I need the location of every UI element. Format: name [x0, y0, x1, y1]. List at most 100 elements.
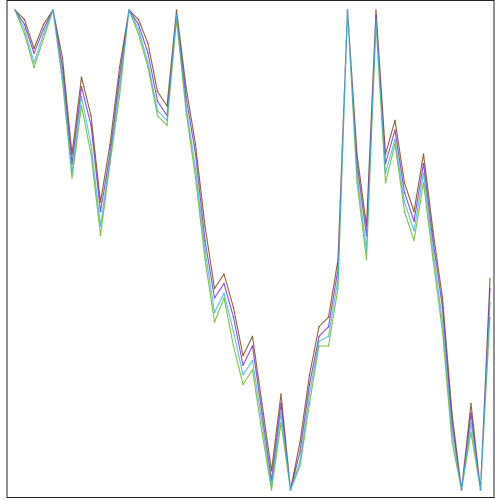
series-2-point	[413, 239, 415, 242]
series-4-point	[213, 311, 216, 314]
series-2-point	[432, 258, 434, 261]
series-4-point	[261, 422, 263, 424]
series-3-point	[489, 287, 491, 290]
series-4-point	[403, 201, 406, 203]
series-3-point	[280, 402, 282, 405]
series-2-point	[213, 321, 216, 323]
series-line-4	[14, 9, 491, 491]
series-3-point	[299, 450, 301, 453]
series-2-point	[118, 95, 121, 98]
series-1-point	[261, 402, 263, 405]
series-2-point	[308, 402, 311, 405]
series-4-point	[118, 86, 121, 88]
series-1-point	[441, 297, 444, 299]
series-2-point	[166, 124, 168, 126]
series-4-point	[422, 172, 425, 174]
series-1-point	[270, 470, 273, 472]
series-3-point	[403, 191, 406, 194]
series-2-point	[99, 234, 102, 237]
series-1-point	[251, 335, 254, 338]
series-4-point	[194, 167, 197, 170]
series-1-point	[403, 182, 406, 184]
series-4-point	[61, 76, 64, 78]
plot-frame	[6, 0, 495, 498]
series-4-point	[90, 143, 92, 146]
series-layer	[14, 9, 491, 491]
series-2-point	[280, 422, 282, 424]
series-1-point	[194, 143, 197, 146]
series-line-1	[14, 9, 491, 491]
series-4-point	[71, 172, 73, 174]
series-2-point	[33, 66, 35, 69]
series-2-point	[251, 369, 254, 371]
series-1-point	[185, 86, 187, 88]
series-3-point	[204, 239, 206, 242]
series-2-point	[242, 383, 244, 386]
series-2-point	[223, 297, 225, 299]
series-4-point	[242, 374, 244, 376]
series-1-point	[232, 306, 235, 309]
series-3-point	[99, 210, 102, 213]
series-1-point	[432, 230, 434, 232]
series-4-point	[156, 110, 159, 112]
series-4-point	[337, 278, 339, 280]
series-4-point	[42, 33, 45, 35]
series-4-point	[109, 158, 111, 160]
series-1-point	[42, 23, 45, 26]
series-2-point	[137, 33, 140, 35]
series-3-point	[432, 239, 434, 242]
series-1-point	[413, 210, 415, 213]
series-1-point	[147, 42, 149, 45]
series-4-point	[318, 340, 320, 343]
series-1-point	[156, 90, 159, 93]
series-3-point	[42, 28, 45, 31]
series-4-point	[14, 9, 16, 11]
series-2-point	[270, 489, 273, 491]
series-2-point	[80, 105, 83, 107]
series-4-point	[460, 489, 463, 491]
series-2-point	[403, 210, 406, 213]
series-1-point	[23, 18, 26, 21]
series-2-point	[384, 182, 387, 184]
series-4-point	[137, 28, 140, 31]
series-4-point	[204, 249, 206, 251]
series-3-point	[441, 306, 444, 309]
series-1-point	[394, 119, 396, 122]
series-3-point	[327, 326, 330, 328]
series-3-point	[194, 153, 197, 155]
series-3-point	[232, 316, 235, 319]
series-4-point	[80, 95, 83, 98]
series-3-point	[61, 66, 64, 69]
series-4-point	[451, 431, 453, 434]
series-3-point	[308, 383, 311, 386]
series-1-point	[470, 402, 472, 405]
series-4-point	[479, 489, 482, 491]
series-3-point	[147, 52, 149, 54]
series-3-point	[90, 124, 92, 126]
series-line-2	[14, 9, 491, 491]
series-1-point	[299, 441, 301, 443]
series-4-point	[99, 225, 102, 227]
series-3-point	[223, 282, 225, 285]
series-2-point	[327, 345, 330, 347]
series-1-point	[489, 278, 491, 280]
series-4-point	[52, 9, 54, 11]
series-3-point	[375, 14, 377, 16]
series-4-point	[23, 28, 26, 31]
series-4-point	[223, 292, 225, 295]
series-4-point	[375, 18, 377, 21]
series-4-point	[384, 172, 387, 174]
series-4-point	[394, 138, 396, 141]
series-4-point	[232, 330, 235, 333]
series-1-point	[204, 225, 206, 227]
series-4-point	[365, 249, 368, 251]
series-2-point	[232, 345, 235, 347]
series-4-point	[166, 119, 168, 122]
series-4-point	[346, 9, 349, 11]
series-3-point	[318, 335, 320, 338]
series-2-point	[156, 114, 159, 117]
series-2-point	[365, 258, 368, 261]
series-4-point	[147, 62, 149, 64]
series-2-point	[42, 38, 45, 40]
series-2-point	[470, 431, 472, 434]
